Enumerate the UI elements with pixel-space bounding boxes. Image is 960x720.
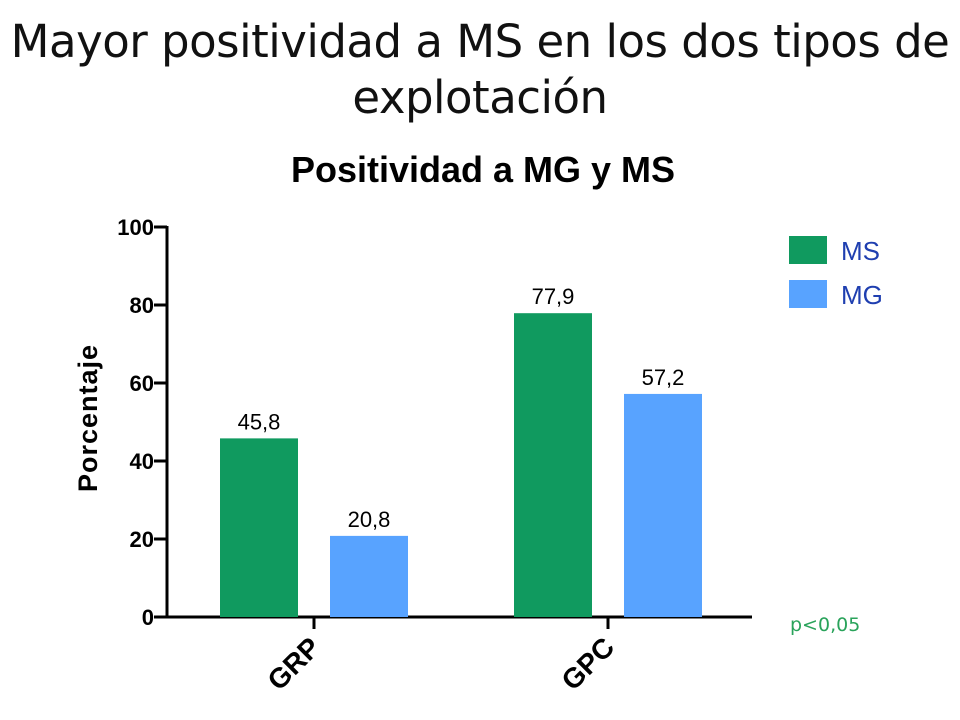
slide-title: Mayor positividad a MS en los dos tipos …: [10, 15, 950, 124]
data-label: 77,9: [532, 284, 575, 309]
x-tick-label: GPC: [555, 631, 620, 696]
x-tick-label: GRP: [261, 631, 326, 696]
legend: MS MG: [789, 236, 883, 310]
y-axis-label: Porcentaje: [73, 344, 103, 492]
bar-mg-gpc: [624, 393, 702, 617]
bars: [220, 313, 702, 617]
bar-ms-grp: [220, 438, 298, 617]
data-label: 45,8: [238, 409, 281, 434]
legend-swatch-mg: [789, 280, 827, 308]
y-tick-label: 20: [130, 527, 154, 552]
chart-title: Positividad a MG y MS: [291, 149, 675, 190]
data-label: 20,8: [348, 507, 391, 532]
legend-swatch-ms: [789, 236, 827, 264]
y-tick-label: 60: [130, 371, 154, 396]
y-tick-label: 100: [117, 215, 154, 240]
significance-note: p<0,05: [790, 614, 860, 636]
value-labels: 45,8 77,9 20,8 57,2: [238, 284, 685, 532]
y-axis: 0 20 40 60 80 100: [117, 215, 169, 630]
bar-mg-grp: [330, 535, 408, 617]
legend-label-mg: MG: [841, 280, 883, 310]
x-axis: GRP GPC: [154, 615, 752, 696]
y-tick-label: 40: [130, 449, 154, 474]
legend-label-ms: MS: [841, 236, 880, 266]
y-tick-label: 0: [142, 605, 154, 630]
bar-ms-gpc: [514, 313, 592, 617]
data-label: 57,2: [642, 365, 685, 390]
y-tick-label: 80: [130, 293, 154, 318]
